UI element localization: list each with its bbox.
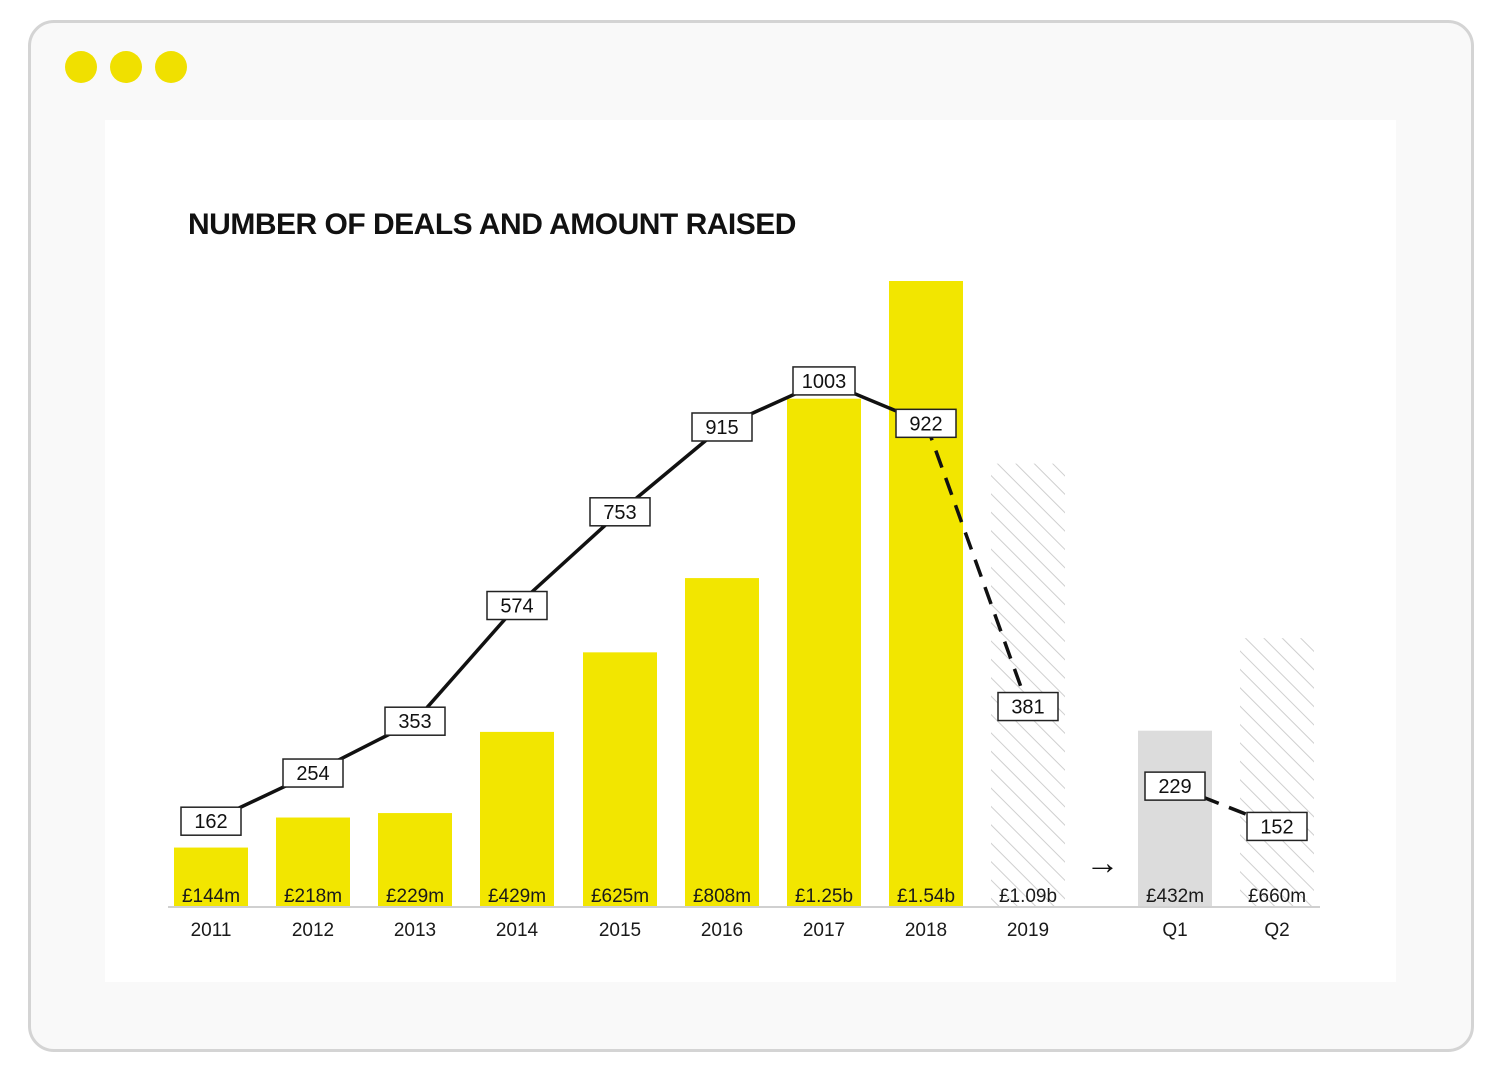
- bar-2011: [174, 847, 248, 906]
- amount-label-2019: £1.09b: [999, 886, 1057, 907]
- tick-label-2016: 2016: [701, 920, 743, 941]
- deals-label-q1: 229: [1158, 776, 1191, 798]
- bar-2012: [276, 817, 350, 906]
- transition-arrow-icon: →: [1086, 844, 1120, 882]
- amount-label-2017: £1.25b: [795, 886, 853, 907]
- deals-point-2017: 1003: [792, 366, 856, 396]
- deals-line-segment-2: [413, 604, 519, 723]
- deals-point-2013: 353: [384, 706, 446, 736]
- tick-label-q1: Q1: [1162, 920, 1187, 941]
- deals-box-2016: [691, 412, 753, 442]
- bar-2013: [378, 813, 452, 906]
- deals-box-2011: [180, 806, 242, 836]
- deals-point-q2: 152: [1246, 811, 1308, 842]
- bar-2019: [991, 463, 1065, 906]
- amount-label-2016: £808m: [693, 886, 751, 907]
- deals-box-2018: [895, 408, 957, 439]
- tick-label-2019: 2019: [1007, 920, 1049, 941]
- deals-point-2011: 162: [180, 806, 242, 836]
- tick-label-2018: 2018: [905, 920, 947, 941]
- deals-label-2017: 1003: [802, 371, 847, 393]
- deals-label-2018: 922: [909, 413, 942, 435]
- bar-2017: [787, 398, 861, 906]
- bar-2014: [480, 731, 554, 906]
- amount-label-2018: £1.54b: [897, 886, 955, 907]
- deals-line-segment-7: [924, 422, 1030, 708]
- amount-label-2014: £429m: [488, 886, 546, 907]
- deals-label-2013: 353: [398, 711, 431, 733]
- deals-label-2011: 162: [194, 811, 227, 833]
- deals-label-q2: 152: [1260, 816, 1293, 838]
- deals-point-2019: 381: [997, 691, 1059, 722]
- deals-label-2012: 254: [296, 763, 329, 785]
- amount-label-q2: £660m: [1248, 886, 1306, 907]
- deals-box-q2: [1246, 811, 1308, 842]
- amount-label-q1: £432m: [1146, 886, 1204, 907]
- deals-point-2018: 922: [895, 408, 957, 439]
- deals-point-2012: 254: [282, 758, 344, 788]
- bar-2015: [583, 652, 657, 906]
- deals-box-2017: [792, 366, 856, 396]
- deals-label-2015: 753: [603, 502, 636, 524]
- deals-line-segment-3: [515, 510, 622, 607]
- window-dot-3[interactable]: [155, 51, 187, 83]
- bar-q2: [1240, 638, 1314, 906]
- deals-box-2015: [589, 497, 651, 527]
- amount-label-2015: £625m: [591, 886, 649, 907]
- deals-box-q1: [1144, 771, 1206, 801]
- deals-point-q1: 229: [1144, 771, 1206, 801]
- deals-point-2014: 574: [486, 590, 548, 621]
- deals-point-2016: 915: [691, 412, 753, 442]
- window-dot-1[interactable]: [65, 51, 97, 83]
- deals-box-2013: [384, 706, 446, 736]
- tick-label-2011: 2011: [191, 920, 232, 941]
- tick-label-2014: 2014: [496, 920, 539, 941]
- tick-label-2017: 2017: [803, 920, 845, 941]
- deals-box-2019: [997, 691, 1059, 722]
- amount-label-2013: £229m: [386, 886, 444, 907]
- window-dot-2[interactable]: [110, 51, 142, 83]
- amount-label-2012: £218m: [284, 886, 342, 907]
- bar-2018: [889, 281, 963, 906]
- deals-box-2012: [282, 758, 344, 788]
- deals-label-2019: 381: [1011, 697, 1044, 719]
- window-controls: [65, 51, 187, 83]
- tick-label-2012: 2012: [292, 920, 334, 941]
- amount-label-2011: £144m: [182, 886, 240, 907]
- chart-title: NUMBER OF DEALS AND AMOUNT RAISED: [188, 208, 796, 241]
- tick-label-2015: 2015: [599, 920, 641, 941]
- deals-label-2016: 915: [705, 417, 738, 439]
- deals-point-2015: 753: [589, 497, 651, 527]
- deals-box-2014: [486, 590, 548, 621]
- tick-label-2013: 2013: [394, 920, 436, 941]
- deals-label-2014: 574: [500, 596, 533, 618]
- bar-q1: [1138, 730, 1212, 906]
- tick-label-q2: Q2: [1264, 920, 1289, 941]
- bar-2016: [685, 578, 759, 906]
